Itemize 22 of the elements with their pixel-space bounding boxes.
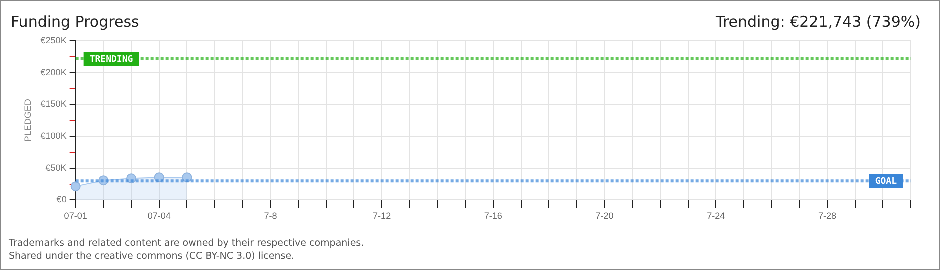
y-tick-label: €50K: [46, 162, 67, 173]
x-tick-label: 7-16: [484, 211, 502, 222]
y-tick-label: €150K: [40, 99, 67, 110]
y-tick-label: €250K: [40, 35, 67, 46]
x-tick-label: 07-01: [64, 211, 88, 222]
x-tick-label: 7-8: [264, 211, 278, 222]
chart-subtitle: Trending: €221,743 (739%): [716, 13, 921, 31]
y-tick-label: €0: [56, 194, 67, 205]
ref-line-label: GOAL: [875, 176, 898, 187]
ref-line-label: TRENDING: [90, 54, 134, 65]
y-tick-label: €200K: [40, 67, 67, 78]
text: Trademarks and related content are owned by their respective companies.: [9, 237, 364, 250]
chart-title: Funding Progress: [11, 13, 140, 31]
x-tick-label: 07-04: [148, 211, 171, 222]
x-tick-label: 7-28: [818, 211, 836, 222]
x-tick-label: 7-24: [707, 211, 726, 222]
text: Shared under the creative commons (CC BY-NC 3.0) license.: [9, 250, 296, 263]
y-tick-label: €100K: [40, 131, 67, 142]
y-axis-title: PLEDGED: [22, 98, 33, 142]
x-tick-label: 7-20: [596, 211, 614, 222]
point: [70, 182, 81, 192]
x-tick-label: 7-12: [373, 211, 392, 222]
